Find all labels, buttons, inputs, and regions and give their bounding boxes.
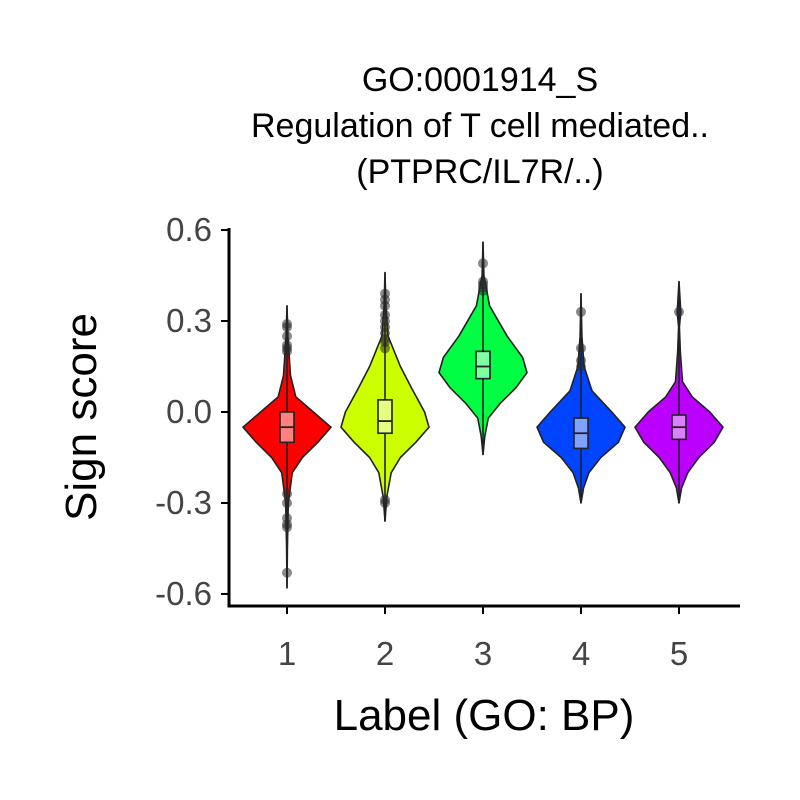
violin-group-3 <box>438 241 528 456</box>
outlier-point-2-11 <box>380 497 390 508</box>
outlier-point-1-11 <box>282 567 292 578</box>
y-tick-label-3: -0.3 <box>155 484 212 521</box>
outlier-point-2-2 <box>380 300 390 311</box>
outlier-point-5-0 <box>674 306 684 317</box>
violin-group-5 <box>634 280 724 504</box>
outlier-point-1-7 <box>282 497 292 508</box>
violin-group-1 <box>242 305 332 589</box>
x-tick-label-2: 3 <box>474 635 492 672</box>
outlier-point-1-10 <box>282 522 292 533</box>
y-tick-label-0: 0.6 <box>166 211 212 248</box>
violin-group-2 <box>340 271 430 522</box>
y-axis-ticks: 0.6 0.3 0.0 -0.3 -0.6 <box>155 211 229 612</box>
x-tick-label-4: 5 <box>670 635 688 672</box>
chart-title-line-2: Regulation of T cell mediated.. <box>250 107 710 145</box>
y-axis-title: Sign score <box>57 313 106 521</box>
violin-group-4 <box>536 292 626 504</box>
outlier-point-1-6 <box>282 488 292 499</box>
outlier-point-4-1 <box>576 343 586 354</box>
outlier-point-1-5 <box>282 346 292 357</box>
outlier-point-1-1 <box>282 322 292 333</box>
x-tick-label-3: 4 <box>572 635 590 672</box>
x-tick-label-1: 2 <box>376 635 394 672</box>
y-tick-label-2: 0.0 <box>166 393 212 430</box>
box-3 <box>475 350 491 380</box>
x-tick-label-0: 1 <box>278 635 296 672</box>
chart-title-line-3: (PTPRC/IL7R/..) <box>356 153 604 191</box>
x-axis-ticks: 1 2 3 4 5 <box>278 606 688 672</box>
outlier-point-2-9 <box>380 343 390 354</box>
outlier-point-3-4 <box>478 285 488 296</box>
chart-title-line-1: GO:0001914_S <box>361 61 599 99</box>
x-axis-title: Label (GO: BP) <box>334 691 635 740</box>
y-tick-label-4: -0.6 <box>155 575 212 612</box>
outlier-point-1-2 <box>282 331 292 342</box>
plot-area <box>242 241 724 589</box>
y-tick-label-1: 0.3 <box>166 302 212 339</box>
outlier-point-3-0 <box>478 258 488 269</box>
outlier-point-4-3 <box>576 361 586 372</box>
box-2 <box>377 399 393 435</box>
outlier-point-4-0 <box>576 306 586 317</box>
